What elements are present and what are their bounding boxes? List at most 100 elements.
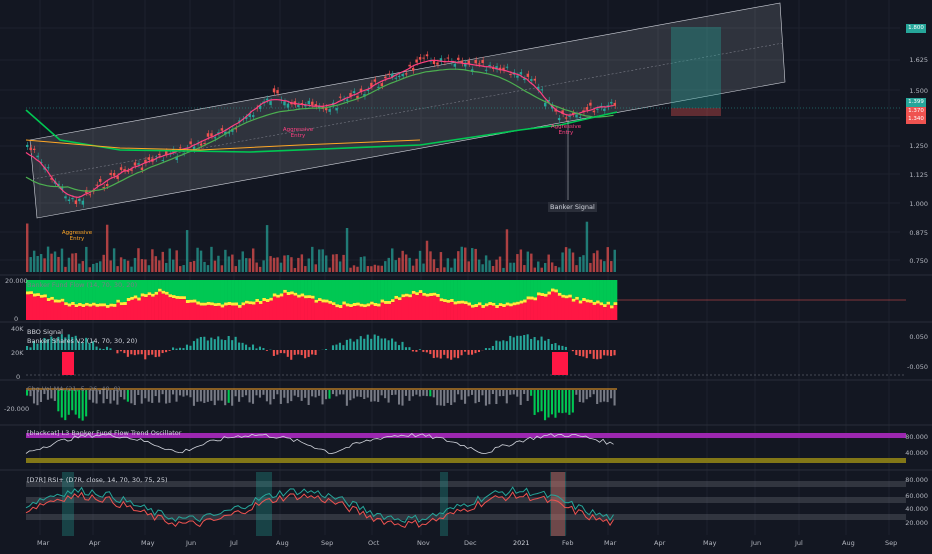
bbo-bar [527,334,529,350]
fund-bar-yellow [259,301,263,304]
fund-bar-green [561,280,565,295]
fund-bar-red [443,302,447,320]
fund-bar-yellow [283,290,287,293]
fund-bar-yellow [148,292,152,295]
pane-axis-left: -20.000 [4,405,29,413]
fund-bar-yellow [294,293,298,296]
fund-bar-yellow [43,294,47,297]
fund-bar-green [200,280,204,303]
fund-bar-yellow [454,301,458,304]
bbo-bar [398,345,400,350]
pane-subtitle-bbo[interactable]: Banker Shares V2 (14, 70, 30, 20) [27,337,137,345]
bbo-bar [520,336,522,350]
volume-bar [447,258,449,272]
bbo-bar [259,347,261,350]
fund-bar-red [509,306,513,320]
fund-bar-yellow [96,304,100,307]
osc-bar [273,390,275,399]
bbo-signal [62,352,74,375]
volume-bar [273,258,275,272]
fund-bar-red [335,307,339,320]
bbo-bar [610,350,612,356]
pane-title-osc[interactable]: Chg Vol MA (21, 5, 26, 40, 9) [27,385,120,393]
fund-bar-red [252,305,256,320]
candle [273,88,275,92]
fund-bar-yellow [252,302,256,305]
osc-bar [61,390,63,418]
volume-bar [586,222,588,272]
x-tick: May [703,539,716,547]
osc-bar [130,390,132,403]
bbo-bar [116,350,118,353]
fund-bar-green [189,280,193,300]
fund-bar-yellow [214,303,218,306]
osc-bar [346,390,348,406]
fund-bar-red [40,298,44,320]
fund-bar-yellow [541,293,545,296]
fund-bar-yellow [530,297,534,300]
osc-bar [189,390,191,397]
volume-bar [113,248,115,272]
volume-bar [436,268,438,272]
osc-bar [395,390,397,395]
bbo-bar [440,350,442,359]
bbo-bar [502,340,504,350]
fund-bar-yellow [228,302,232,305]
fund-bar-yellow [422,293,426,296]
pane-axis-left: 0 [16,373,20,381]
fund-bar-yellow [558,293,562,296]
pane-title-bbo[interactable]: BBO Signal [27,328,63,336]
fund-bar-yellow [189,300,193,303]
candle [189,141,191,144]
fund-bar-green [179,280,183,296]
bbo-bar [415,350,417,352]
fund-bar-green [426,280,430,294]
osc-bar [509,390,511,395]
volume-bar [259,267,261,272]
volume-bar [36,256,38,272]
fund-bar-red [388,304,392,320]
fund-bar-green [214,280,218,303]
osc-bar [322,390,324,404]
volume-bar [457,251,459,272]
bbo-bar [353,342,355,350]
candle [297,105,299,107]
pane-title-banker-fund[interactable]: Banker Fund Flow (14, 70, 30, 20) [27,281,137,289]
fund-bar-green [509,280,513,303]
candle [527,74,529,77]
fund-bar-green [513,280,517,302]
fund-bar-green [575,280,579,297]
volume-bar [614,250,616,272]
volume-bar [99,261,101,272]
volume-bar [186,230,188,272]
fund-bar-yellow [565,295,569,298]
osc-bar [447,390,449,403]
volume-bar [495,260,497,272]
fund-bar-yellow [513,302,517,305]
fund-bar-green [589,280,593,300]
bbo-bar [544,341,546,350]
fund-bar-yellow [554,289,558,292]
pane-title-lb[interactable]: [blackcat] L3 Banker Fund Flow Trend Osc… [27,429,181,437]
osc-bar [579,390,581,402]
osc-bar [530,390,532,396]
pane-axis-right: 20.000 [905,519,928,527]
fund-bar-green [353,280,357,303]
fund-bar-red [301,297,305,320]
fund-bar-green [506,280,510,303]
fund-bar-red [235,306,239,320]
fund-bar-green [603,280,607,304]
pane-title-rsi[interactable]: [D7R] RSI+ (D7R, close, 14, 70, 30, 75, … [27,476,168,484]
osc-bar [179,390,181,395]
fund-bar-green [534,280,538,297]
bbo-bar [541,337,543,350]
fund-bar-yellow [332,302,336,305]
fund-bar-red [381,303,385,320]
bbo-bar [554,343,556,350]
fund-bar-red [276,298,280,320]
volume-bar [165,263,167,272]
volume-bar [461,247,463,272]
fund-bar-yellow [610,305,614,308]
